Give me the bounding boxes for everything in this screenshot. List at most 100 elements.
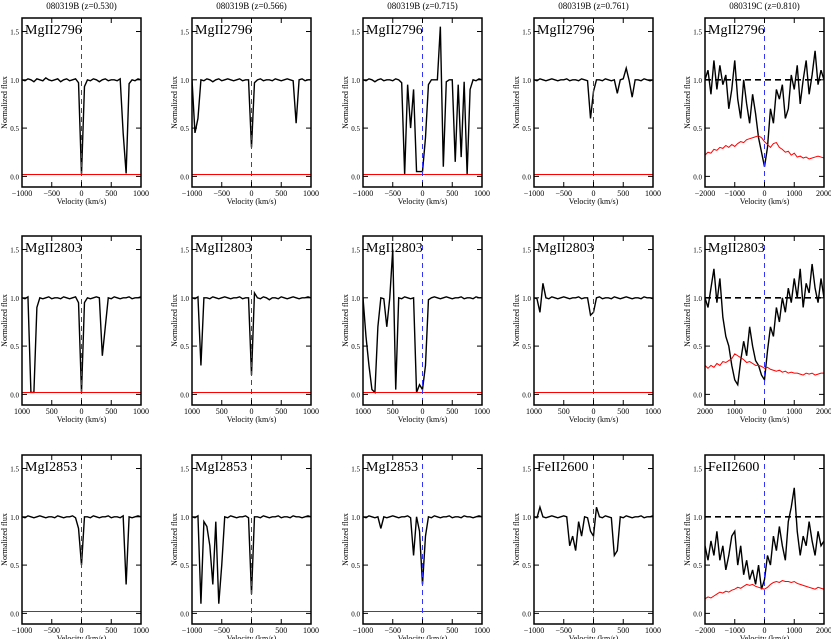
x-tick-label: 500 (105, 407, 117, 416)
y-tick-label: 0.5 (522, 125, 531, 133)
y-tick-label: 1.0 (522, 514, 531, 522)
x-tick-label: 500 (275, 626, 287, 635)
y-tick-label: 0.5 (522, 562, 531, 570)
y-tick-label: 1.5 (10, 247, 19, 255)
x-tick-label: −1000 (524, 189, 545, 198)
panel: 1000 500 0 500 1000 0.0 0.5 1.0 1.5 Velocity (km/… (170, 235, 319, 424)
y-tick-label: 1.5 (693, 247, 702, 255)
x-tick-label: 500 (387, 407, 399, 416)
panel: 2000 1000 0 1000 2000 0.0 0.5 1.0 1.5 Velocity (k… (683, 235, 831, 424)
panel-title: 080319C (z=0.810) (729, 1, 800, 11)
y-tick-label: 1.5 (522, 29, 531, 37)
flux-line (705, 487, 824, 590)
y-tick-label: 0.0 (693, 391, 702, 399)
x-tick-label: 1000 (474, 626, 490, 635)
y-tick-label: 1.0 (693, 514, 702, 522)
y-axis-label: Normalized flux (0, 513, 9, 566)
x-tick-label: −1000 (724, 626, 745, 635)
x-tick-label: 0 (80, 407, 84, 416)
line-label: MgII2796 (195, 23, 252, 38)
x-tick-label: 1000 (133, 626, 149, 635)
x-tick-label: 1000 (303, 626, 319, 635)
y-tick-label: 1.0 (180, 295, 189, 303)
y-tick-label: 1.0 (351, 295, 360, 303)
x-tick-label: 500 (617, 626, 629, 635)
y-tick-label: 1.0 (351, 77, 360, 85)
x-tick-label: 0 (592, 189, 596, 198)
x-tick-label: 0 (592, 407, 596, 416)
x-tick-label: 0 (592, 626, 596, 635)
y-tick-label: 1.5 (522, 247, 531, 255)
y-tick-label: 0.0 (10, 610, 19, 618)
x-tick-label: −500 (43, 626, 60, 635)
y-tick-label: 1.5 (351, 29, 360, 37)
y-tick-label: 0.0 (351, 173, 360, 181)
line-label: MgII2803 (25, 241, 82, 256)
y-tick-label: 0.0 (10, 391, 19, 399)
y-tick-label: 0.0 (693, 610, 702, 618)
panel: −1000 −500 0 500 1000 0.0 0.5 1.0 1.5 Velocity (k… (512, 1, 661, 206)
y-tick-label: 1.0 (693, 77, 702, 85)
x-tick-label: 2000 (697, 407, 713, 416)
panel: −2000 −1000 0 1000 2000 0.0 0.5 1.0 1.5 Velocity … (683, 454, 831, 643)
panel-title: 080319B (z=0.566) (216, 1, 287, 11)
x-tick-label: 1000 (786, 189, 802, 198)
x-tick-label: −500 (555, 189, 572, 198)
x-tick-label: 1000 (645, 626, 661, 635)
y-tick-label: 0.0 (522, 173, 531, 181)
x-tick-label: 0 (250, 407, 254, 416)
line-label: MgII2803 (195, 241, 252, 256)
x-tick-label: 1000 (786, 407, 802, 416)
x-tick-label: −1000 (724, 189, 745, 198)
y-tick-label: 1.5 (180, 247, 189, 255)
x-tick-label: 1000 (645, 407, 661, 416)
x-tick-label: 0 (421, 407, 425, 416)
x-tick-label: 500 (105, 626, 117, 635)
y-tick-label: 1.5 (180, 29, 189, 37)
x-axis-label: Velocity (km/s) (398, 415, 448, 424)
x-tick-label: 500 (446, 189, 458, 198)
y-axis-label: Normalized flux (170, 76, 179, 129)
x-tick-label: −2000 (695, 189, 716, 198)
x-axis-label: Velocity (km/s) (57, 634, 107, 639)
error-line (705, 579, 824, 600)
y-tick-label: 1.0 (522, 77, 531, 85)
y-tick-label: 1.5 (180, 466, 189, 474)
flux-line (705, 263, 824, 387)
x-tick-label: 1000 (133, 407, 149, 416)
y-tick-label: 1.0 (180, 514, 189, 522)
x-tick-label: 0 (250, 626, 254, 635)
x-axis-label: Velocity (km/s) (569, 634, 619, 639)
y-tick-label: 0.5 (180, 562, 189, 570)
y-tick-label: 1.0 (522, 295, 531, 303)
x-tick-label: 0 (763, 407, 767, 416)
y-tick-label: 1.0 (351, 514, 360, 522)
panel: −1000 −500 0 500 1000 0.0 0.5 1.0 1.5 Velocity (k… (512, 454, 661, 643)
panel: −1000 −500 0 500 1000 0.0 0.5 1.0 1.5 Velocity (k… (0, 1, 149, 206)
y-tick-label: 0.5 (522, 343, 531, 351)
y-tick-label: 1.5 (351, 466, 360, 474)
panel: −1000 −500 0 500 1000 0.0 0.5 1.0 1.5 Velocity (k… (0, 454, 149, 643)
y-axis-label: Normalized flux (512, 76, 521, 129)
line-label: MgI2853 (366, 460, 418, 475)
y-tick-label: 0.0 (351, 391, 360, 399)
y-axis-label: Normalized flux (683, 76, 692, 129)
x-tick-label: 500 (46, 407, 58, 416)
x-tick-label: −1000 (353, 189, 374, 198)
x-tick-label: 1000 (474, 407, 490, 416)
y-tick-label: 0.5 (10, 562, 19, 570)
y-tick-label: 0.5 (693, 562, 702, 570)
x-tick-label: −1000 (12, 626, 33, 635)
x-axis-label: Velocity (km/s) (227, 634, 277, 639)
y-tick-label: 1.0 (10, 295, 19, 303)
y-axis-label: Normalized flux (683, 513, 692, 566)
x-tick-label: −500 (43, 189, 60, 198)
x-tick-label: −500 (213, 626, 230, 635)
x-tick-label: −500 (384, 626, 401, 635)
x-tick-label: −500 (384, 189, 401, 198)
y-axis-label: Normalized flux (170, 513, 179, 566)
line-label: MgII2796 (25, 23, 82, 38)
line-label: FeII2600 (708, 460, 759, 475)
x-tick-label: 2000 (816, 189, 831, 198)
